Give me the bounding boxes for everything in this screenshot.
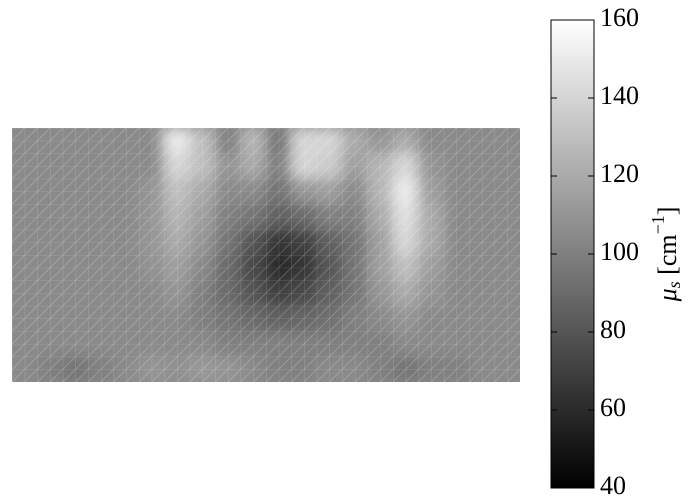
colorbar xyxy=(551,20,594,488)
chart: μs [cm−1] 40 60 80 100 120 140 160 xyxy=(0,0,694,499)
colorbar-tick-label: 160 xyxy=(600,3,639,32)
colorbar-label-part: ] xyxy=(653,207,682,216)
colorbar-label-part: [cm xyxy=(653,234,682,281)
colorbar-label-part: −1 xyxy=(648,215,668,234)
heatmap xyxy=(12,128,521,383)
colorbar-tick-label: 140 xyxy=(600,81,639,110)
colorbar-tick-label: 100 xyxy=(600,237,639,266)
colorbar-label: μs [cm−1] xyxy=(648,207,684,303)
colorbar-label-part: μ xyxy=(653,288,682,302)
colorbar-tick-label: 60 xyxy=(600,393,626,422)
colorbar-tick-label: 120 xyxy=(600,159,639,188)
colorbar-label-part: s xyxy=(664,281,684,288)
mesh xyxy=(12,128,520,382)
colorbar-tick-label: 80 xyxy=(600,315,626,344)
colorbar-tick-label: 40 xyxy=(600,471,626,499)
